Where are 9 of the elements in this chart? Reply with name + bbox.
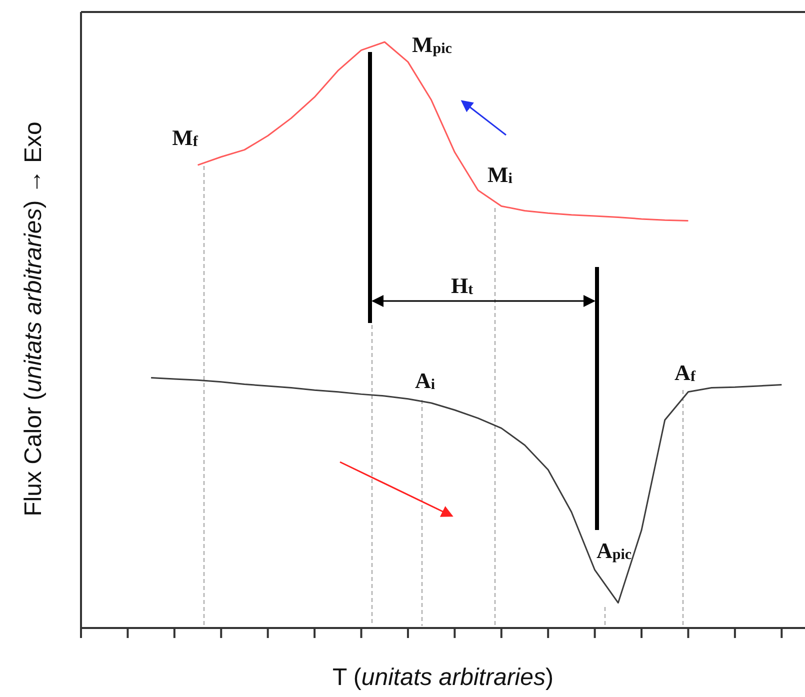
annotation: M$_{f}$ — [172, 124, 199, 150]
annotation: A$_{f}$ — [674, 360, 696, 384]
annotation: M$_{i}$ — [488, 162, 512, 186]
annotation: M$_{pic}$ — [412, 32, 452, 56]
annotation: A$_{pic}$ — [596, 538, 632, 562]
annotation: A$_{i}$ — [414, 368, 436, 392]
annotation: H$_{t}$ — [450, 272, 474, 298]
x-axis-title: T (unitats arbitraries) — [332, 664, 554, 691]
y-axis-title: Flux Calor (unitats arbitraries) → Exo — [20, 122, 47, 516]
